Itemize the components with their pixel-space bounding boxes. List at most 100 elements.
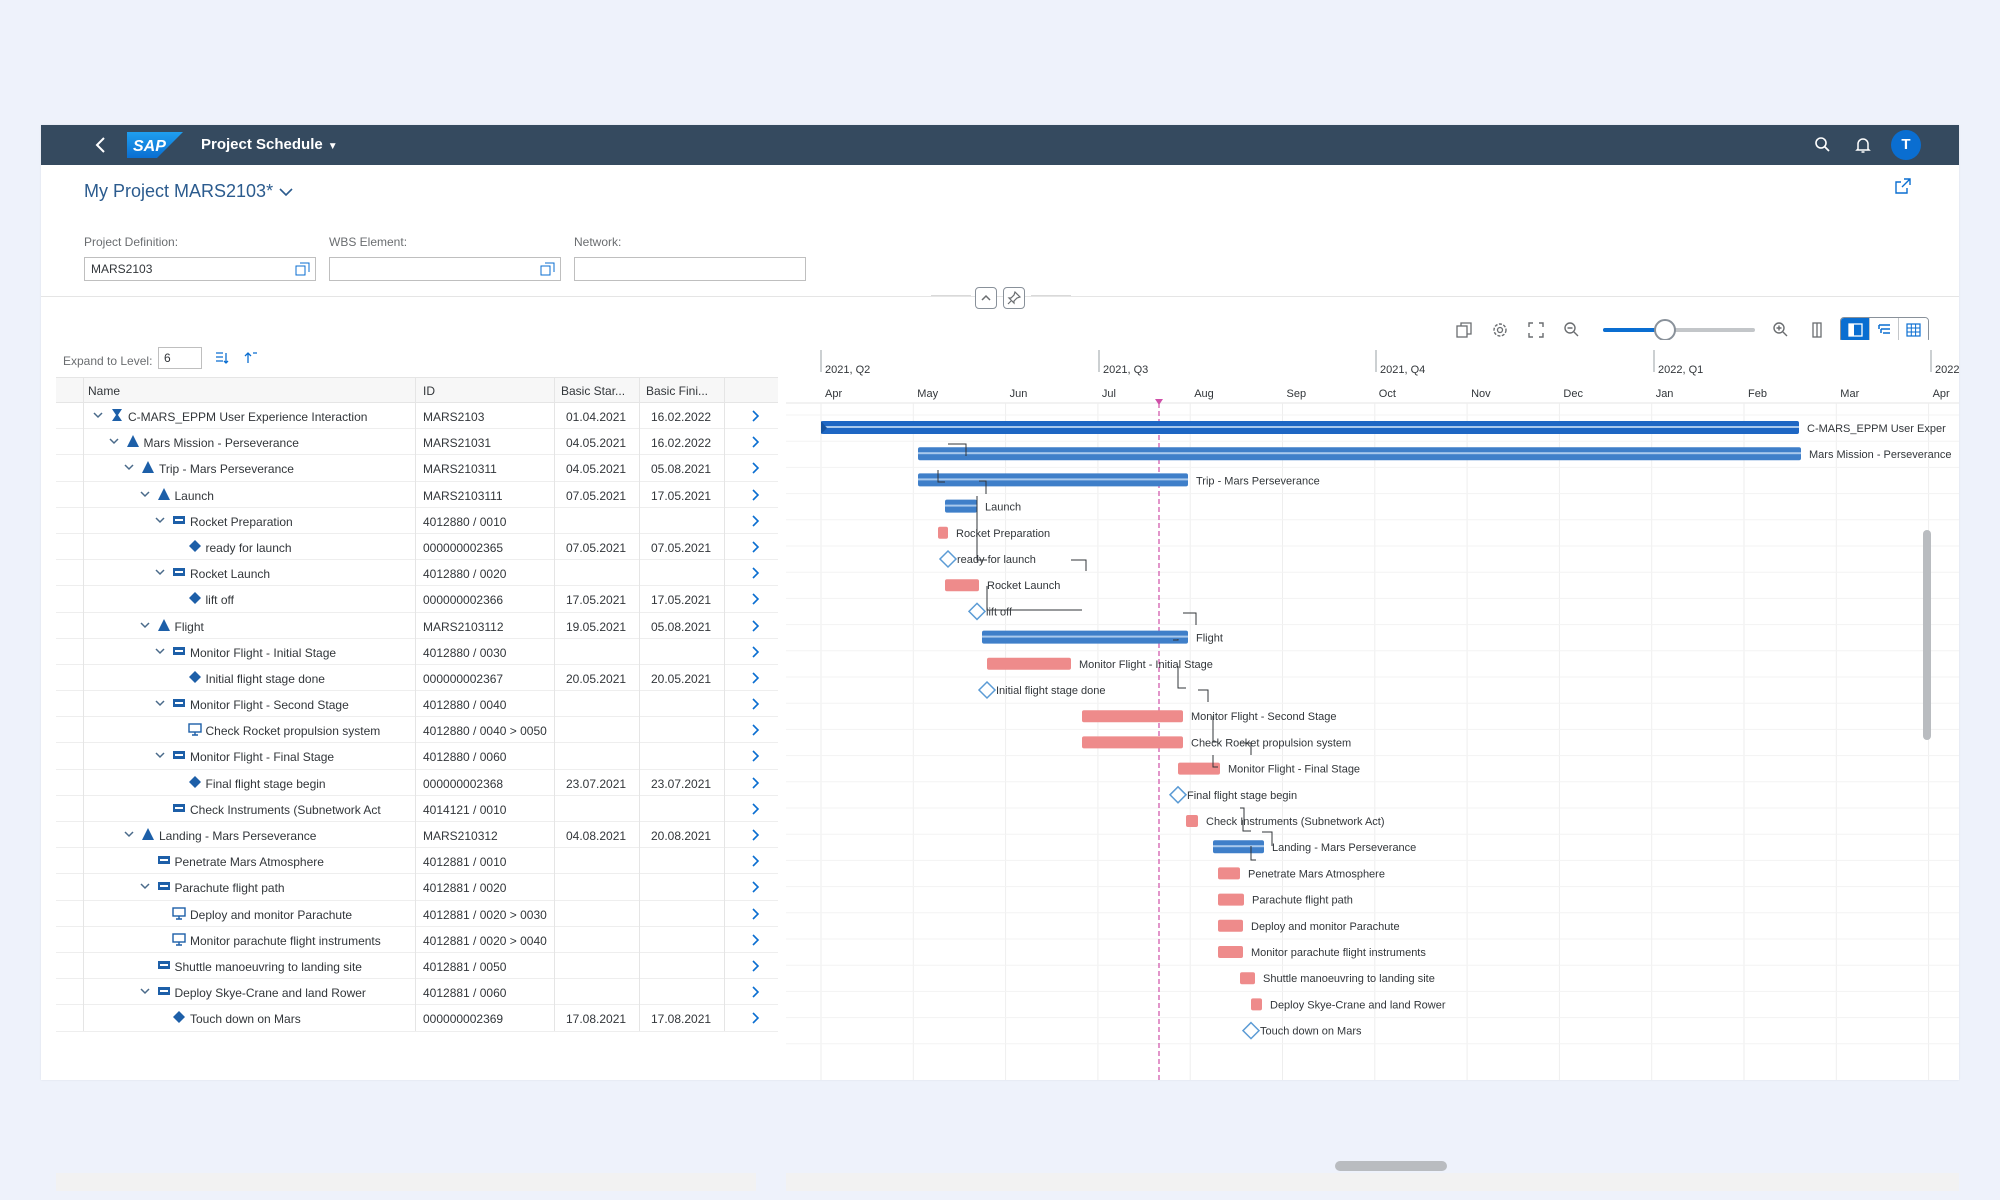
table-row[interactable]: Rocket Preparation 4012880 / 0010 xyxy=(56,508,778,534)
zoom-out-icon[interactable] xyxy=(1562,320,1582,340)
vertical-scrollbar[interactable] xyxy=(1923,530,1931,740)
expand-chevron-icon[interactable] xyxy=(108,435,120,447)
table-row[interactable]: Shuttle manoeuvring to landing site 40128… xyxy=(56,953,778,980)
expand-chevron-icon[interactable] xyxy=(139,985,151,997)
view-table-button[interactable] xyxy=(1899,318,1928,342)
navigation-arrow-icon[interactable] xyxy=(748,985,762,999)
navigation-arrow-icon[interactable] xyxy=(748,671,762,685)
table-row[interactable]: Deploy Skye-Crane and land Rower 4012881 … xyxy=(56,979,778,1006)
navigation-arrow-icon[interactable] xyxy=(748,488,762,502)
column-header-name[interactable]: Name xyxy=(88,384,121,398)
back-icon[interactable] xyxy=(91,134,111,156)
column-toggle-icon[interactable] xyxy=(1807,320,1827,340)
navigation-arrow-icon[interactable] xyxy=(748,514,762,528)
navigation-arrow-icon[interactable] xyxy=(748,723,762,737)
row-name: Monitor parachute flight instruments xyxy=(190,933,381,948)
navigation-arrow-icon[interactable] xyxy=(748,828,762,842)
settings-icon[interactable] xyxy=(1490,320,1510,340)
table-row[interactable]: Monitor Flight - Second Stage 4012880 / 0… xyxy=(56,691,778,718)
expand-chevron-icon[interactable] xyxy=(154,514,166,526)
copy-icon[interactable] xyxy=(1454,320,1474,340)
expand-level-input[interactable]: 6 xyxy=(158,347,202,369)
navigation-arrow-icon[interactable] xyxy=(748,645,762,659)
collapse-all-icon[interactable] xyxy=(242,350,258,366)
activity-element-icon xyxy=(172,906,186,920)
column-header-basic-start[interactable]: Basic Star... xyxy=(561,384,626,398)
wbs-element-field[interactable] xyxy=(329,257,561,281)
expand-chevron-icon[interactable] xyxy=(154,697,166,709)
table-row[interactable]: Check Instruments (Subnetwork Act 4014121… xyxy=(56,796,778,822)
navigation-arrow-icon[interactable] xyxy=(748,619,762,633)
navigation-arrow-icon[interactable] xyxy=(748,566,762,580)
navigation-arrow-icon[interactable] xyxy=(748,907,762,921)
navigation-arrow-icon[interactable] xyxy=(748,409,762,423)
table-row[interactable]: Monitor Flight - Final Stage 4012880 / 00… xyxy=(56,743,778,770)
expand-chevron-icon[interactable] xyxy=(92,409,104,421)
user-avatar[interactable]: T xyxy=(1891,130,1921,160)
zoom-slider[interactable] xyxy=(1603,319,1755,341)
table-row[interactable]: lift off 000000002366 17.05.2021 17.05.2021 xyxy=(56,586,778,613)
value-help-icon[interactable] xyxy=(540,262,555,277)
navigation-arrow-icon[interactable] xyxy=(748,697,762,711)
bell-icon[interactable] xyxy=(1853,135,1873,155)
share-icon[interactable] xyxy=(1894,177,1912,195)
table-row[interactable]: Check Rocket propulsion system 4012880 / … xyxy=(56,717,778,744)
expand-chevron-icon[interactable] xyxy=(139,488,151,500)
expand-chevron-icon[interactable] xyxy=(139,880,151,892)
column-header-id[interactable]: ID xyxy=(423,384,435,398)
navigation-arrow-icon[interactable] xyxy=(748,959,762,973)
navigation-arrow-icon[interactable] xyxy=(748,592,762,606)
table-row[interactable]: Launch MARS2103111 07.05.2021 17.05.2021 xyxy=(56,482,778,508)
value-help-icon[interactable] xyxy=(295,262,310,277)
table-row[interactable]: Final flight stage begin 000000002368 23.0… xyxy=(56,770,778,796)
table-row[interactable]: Monitor parachute flight instruments 4012… xyxy=(56,927,778,953)
navigation-arrow-icon[interactable] xyxy=(748,880,762,894)
view-split-button[interactable] xyxy=(1841,318,1870,342)
table-row[interactable]: ready for launch 000000002365 07.05.2021 07… xyxy=(56,534,778,561)
expand-chevron-icon[interactable] xyxy=(154,749,166,761)
table-row[interactable]: C-MARS_EPPM User Experience Interaction M… xyxy=(56,403,778,430)
project-title-menu[interactable]: My Project MARS2103* xyxy=(84,181,293,202)
table-row[interactable]: Initial flight stage done 000000002367 20.… xyxy=(56,665,778,692)
table-row[interactable]: Trip - Mars Perseverance MARS210311 04.05.… xyxy=(56,455,778,482)
expand-chevron-icon[interactable] xyxy=(123,461,135,473)
expand-chevron-icon[interactable] xyxy=(139,619,151,631)
navigation-arrow-icon[interactable] xyxy=(748,933,762,947)
navigation-arrow-icon[interactable] xyxy=(748,749,762,763)
project-definition-field[interactable]: MARS2103 xyxy=(84,257,316,281)
expand-all-icon[interactable] xyxy=(214,350,230,366)
table-row[interactable]: Flight MARS2103112 19.05.2021 05.08.2021 xyxy=(56,613,778,639)
navigation-arrow-icon[interactable] xyxy=(748,461,762,475)
table-row[interactable]: Mars Mission - Perseverance MARS21031 04.0… xyxy=(56,429,778,456)
expand-chevron-icon[interactable] xyxy=(123,828,135,840)
table-row[interactable]: Parachute flight path 4012881 / 0020 xyxy=(56,874,778,901)
navigation-arrow-icon[interactable] xyxy=(748,776,762,790)
search-icon[interactable] xyxy=(1813,135,1833,155)
horizontal-scrollbar[interactable] xyxy=(1335,1161,1447,1171)
navigation-arrow-icon[interactable] xyxy=(748,540,762,554)
table-row[interactable]: Rocket Launch 4012880 / 0020 xyxy=(56,560,778,587)
navigation-arrow-icon[interactable] xyxy=(748,435,762,449)
wbs-element-icon xyxy=(157,487,170,500)
table-row[interactable]: Monitor Flight - Initial Stage 4012880 / … xyxy=(56,639,778,665)
table-row[interactable]: Deploy and monitor Parachute 4012881 / 00… xyxy=(56,901,778,927)
app-title-menu[interactable]: Project Schedule ▼ xyxy=(201,136,338,153)
zoom-in-icon[interactable] xyxy=(1771,320,1791,340)
table-row[interactable]: Landing - Mars Perseverance MARS210312 04.… xyxy=(56,822,778,849)
zoom-slider-handle[interactable] xyxy=(1654,319,1676,341)
expand-chevron-icon[interactable] xyxy=(154,645,166,657)
month-label: Jan xyxy=(1656,388,1674,400)
column-header-basic-finish[interactable]: Basic Fini... xyxy=(646,384,709,398)
fullscreen-icon[interactable] xyxy=(1526,320,1546,340)
table-row[interactable]: Penetrate Mars Atmosphere 4012881 / 0010 xyxy=(56,848,778,875)
pin-header-button[interactable] xyxy=(1003,287,1025,309)
network-field[interactable] xyxy=(574,257,806,281)
navigation-arrow-icon[interactable] xyxy=(748,1011,762,1025)
collapse-header-button[interactable] xyxy=(975,287,997,309)
row-basic-start: 23.07.2021 xyxy=(566,776,627,791)
expand-chevron-icon[interactable] xyxy=(154,566,166,578)
navigation-arrow-icon[interactable] xyxy=(748,802,762,816)
table-row[interactable]: Touch down on Mars 000000002369 17.08.2021… xyxy=(56,1005,778,1032)
view-tree-button[interactable] xyxy=(1870,318,1899,342)
navigation-arrow-icon[interactable] xyxy=(748,854,762,868)
